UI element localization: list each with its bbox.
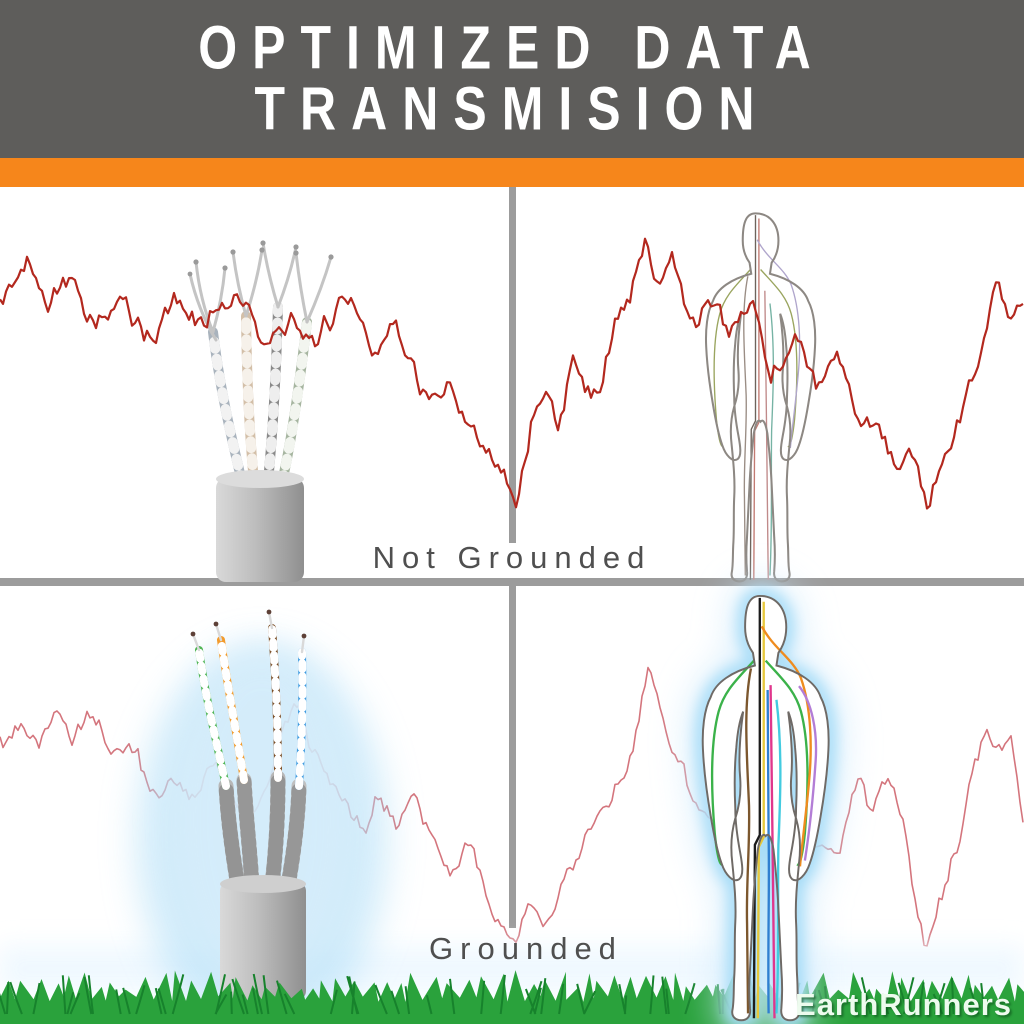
page-title-line-1: OPTIMIZED DATA	[198, 13, 826, 83]
unshielded-cable-illustration	[187, 240, 334, 582]
divider-vertical-bottom	[509, 586, 516, 928]
meridian-lines-bright	[710, 597, 818, 1019]
noise-waveform-ungrounded	[0, 237, 1024, 510]
page-title-line-2: TRANSMISION	[254, 74, 770, 144]
divider-horizontal	[0, 578, 1024, 586]
divider-vertical-top	[509, 187, 516, 543]
brand-logo: EarthRunners	[795, 987, 1012, 1022]
grounded-body-illustration	[703, 596, 829, 1020]
accent-bar	[0, 158, 1024, 187]
label-grounded: Grounded	[429, 931, 623, 966]
header-banner: OPTIMIZED DATA TRANSMISION	[0, 0, 1024, 158]
label-not-grounded: Not Grounded	[372, 540, 652, 575]
ungrounded-body-illustration	[704, 212, 817, 583]
shielded-cable-illustration	[137, 609, 387, 1024]
